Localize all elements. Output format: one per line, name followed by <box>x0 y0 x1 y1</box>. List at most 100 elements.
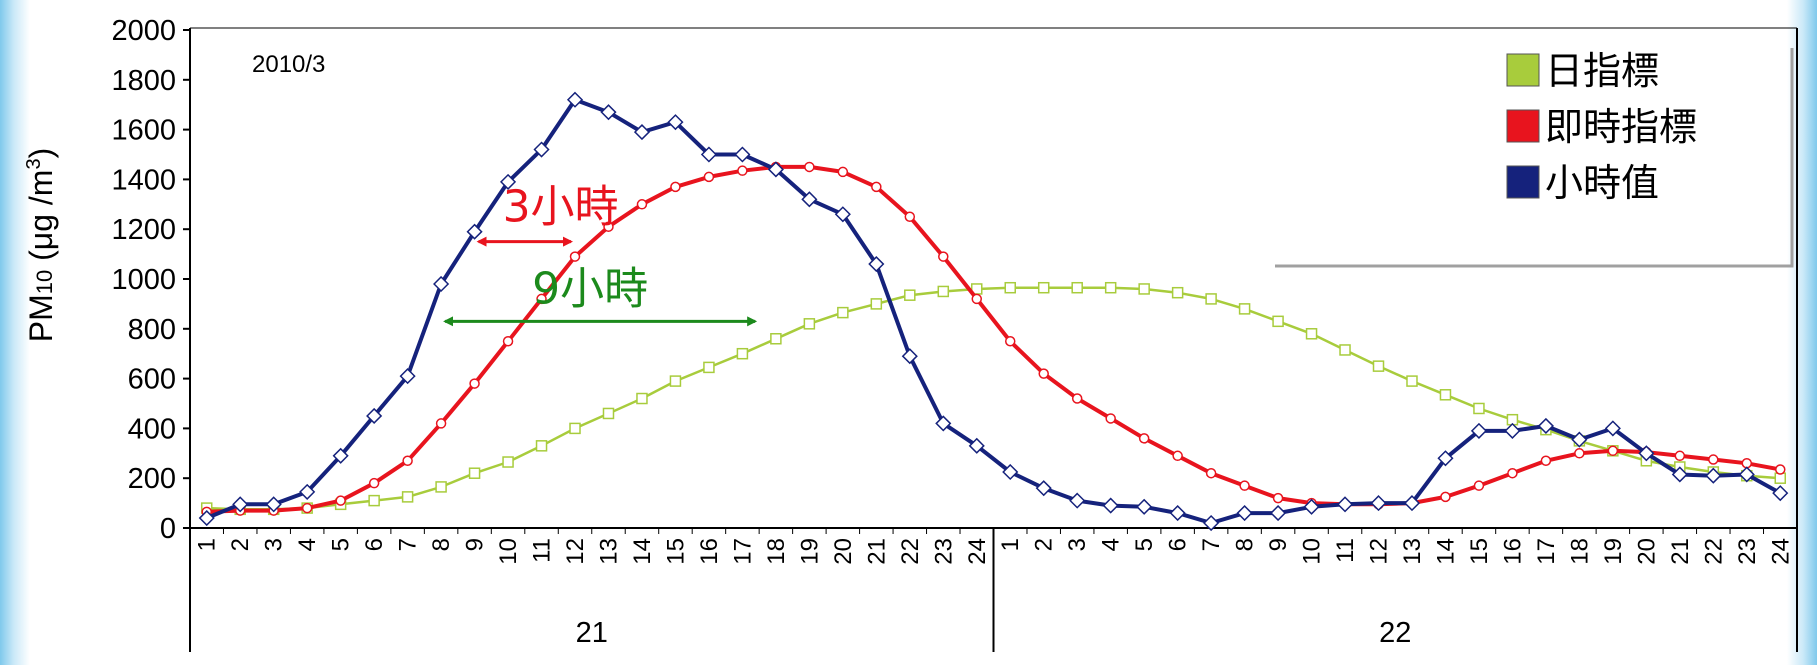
data-point <box>1038 368 1049 379</box>
x-tick-label: 18 <box>763 538 790 565</box>
date-annotation: 2010/3 <box>252 51 325 78</box>
data-point <box>1671 466 1688 483</box>
data-point <box>368 494 380 507</box>
x-tick-label: 18 <box>1566 538 1593 565</box>
data-point <box>1037 281 1050 294</box>
y-axis-label: PM10 (μg /m3) <box>23 148 59 342</box>
data-point <box>469 378 480 389</box>
data-point <box>700 146 717 163</box>
data-point <box>1138 283 1150 295</box>
data-point <box>535 440 548 452</box>
y-label-part: ) <box>23 148 59 159</box>
data-point <box>1171 286 1184 299</box>
data-point <box>703 361 715 374</box>
data-point <box>265 496 282 513</box>
legend-entry: 即時指標 <box>1545 105 1697 149</box>
data-point <box>1775 464 1786 475</box>
data-point <box>636 392 648 405</box>
data-point <box>1339 344 1351 356</box>
x-tick-label: 16 <box>696 538 723 565</box>
data-point <box>1507 467 1518 479</box>
data-point <box>770 333 782 345</box>
data-point <box>834 206 851 223</box>
data-point <box>1004 336 1016 347</box>
data-point <box>904 289 916 301</box>
y-tick-label: 1600 <box>111 115 176 147</box>
x-tick-label: 7 <box>395 538 422 551</box>
data-point <box>1236 504 1253 522</box>
x-tick-label: 11 <box>1332 538 1359 563</box>
x-tick-label: 22 <box>1700 538 1727 565</box>
x-tick-label: 10 <box>1299 538 1326 565</box>
data-point <box>1102 497 1119 514</box>
data-point <box>1203 514 1220 532</box>
data-point <box>736 347 749 360</box>
data-point <box>335 495 346 506</box>
legend-entry: 日指標 <box>1545 49 1659 93</box>
x-tick-label: 5 <box>328 538 355 551</box>
legend-entry: 小時值 <box>1545 161 1659 205</box>
x-tick-label: 13 <box>1399 538 1426 565</box>
data-point <box>1437 450 1454 467</box>
data-point <box>1674 450 1686 462</box>
data-point <box>670 181 681 193</box>
data-point <box>1172 450 1183 462</box>
data-point <box>1440 491 1451 503</box>
x-tick-label: 19 <box>796 538 823 565</box>
data-point <box>502 336 514 347</box>
data-point <box>1470 422 1488 439</box>
y-tick-label: 200 <box>128 463 176 495</box>
data-point <box>1272 315 1284 328</box>
x-tick-label: 6 <box>361 538 388 551</box>
data-point <box>368 477 380 489</box>
data-point <box>1071 393 1083 404</box>
x-tick-label: 3 <box>1064 538 1091 551</box>
data-point <box>669 375 682 387</box>
data-point <box>1270 504 1287 522</box>
data-point <box>801 191 818 208</box>
data-point <box>633 124 651 141</box>
legend-swatch <box>1506 109 1540 143</box>
x-tick-label: 20 <box>1633 538 1660 565</box>
x-tick-label: 23 <box>1734 538 1761 565</box>
y-tick-label: 600 <box>128 364 176 396</box>
x-tick-label: 21 <box>863 538 890 565</box>
x-tick-label: 15 <box>662 538 689 565</box>
x-tick-label: 17 <box>1533 538 1560 565</box>
x-tick-label: 20 <box>830 538 857 565</box>
x-tick-label: 8 <box>428 538 455 551</box>
data-point <box>871 181 882 193</box>
x-tick-label: 10 <box>495 538 522 565</box>
data-point <box>299 483 316 500</box>
data-point <box>1604 420 1621 437</box>
data-point <box>935 415 952 432</box>
data-point <box>1071 281 1083 294</box>
data-point <box>734 146 751 163</box>
data-point <box>1537 417 1554 434</box>
x-tick-label: 22 <box>897 538 924 565</box>
x-tick-label: 9 <box>1265 538 1292 551</box>
x-tick-label: 7 <box>1198 538 1225 551</box>
data-point <box>1772 485 1789 502</box>
data-point <box>569 251 581 262</box>
data-point <box>1303 498 1320 515</box>
data-point <box>1238 303 1251 315</box>
data-point <box>737 165 748 176</box>
annotations: 3小時 9小時 <box>443 182 758 327</box>
y-label-part: PM <box>23 294 59 342</box>
legend-frame <box>1275 48 1794 268</box>
x-tick-label: 16 <box>1499 538 1526 565</box>
data-point <box>1607 445 1619 457</box>
x-group-label: 21 <box>576 617 608 649</box>
y-label-part: (μg /m <box>23 170 59 270</box>
y-tick-label: 0 <box>160 513 176 545</box>
data-point <box>767 161 784 178</box>
data-point <box>901 348 918 365</box>
x-tick-label: 14 <box>629 538 656 565</box>
x-tick-label: 12 <box>562 538 589 565</box>
y-label-part: 10 <box>32 270 57 294</box>
data-point <box>536 293 547 305</box>
data-point <box>667 114 684 131</box>
data-point <box>1473 402 1485 415</box>
y-tick-labels: 0 200 400 600 800 1000 1200 1400 1600 1800 2000 <box>111 15 176 545</box>
